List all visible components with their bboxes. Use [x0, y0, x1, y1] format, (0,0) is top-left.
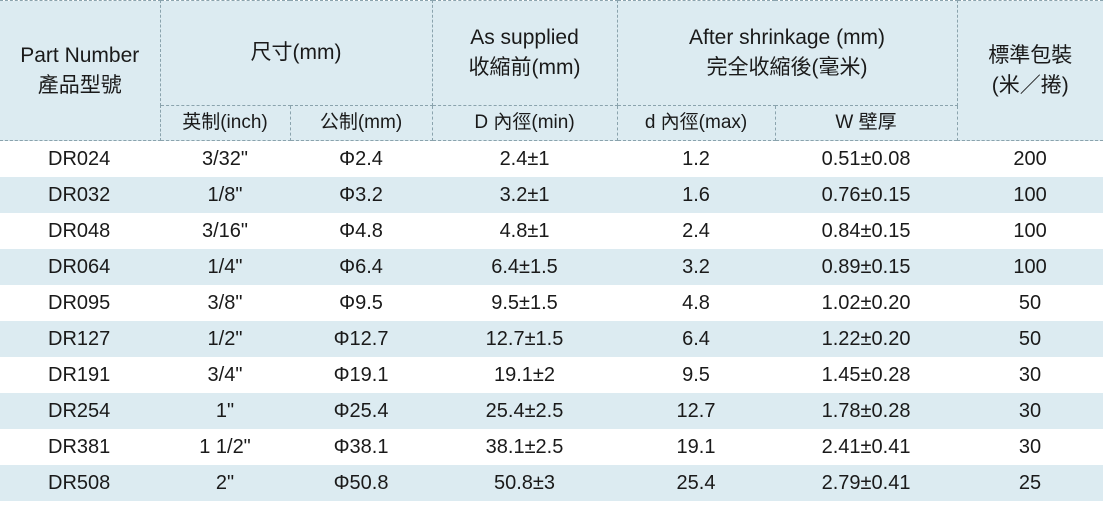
table-body: DR024 3/32" Φ2.4 2.4±1 1.2 0.51±0.08 200 DR032 1… [0, 141, 1103, 501]
wall-cell: 1.02±0.20 [821, 291, 911, 314]
part-number-cell: DR508 [0, 465, 160, 501]
metric-cell: Φ38.1 [333, 435, 389, 458]
metric-cell: Φ4.8 [339, 219, 383, 242]
inner-dia-max-cell: 6.4 [617, 321, 776, 357]
packing-cell: 200 [1013, 147, 1047, 170]
packing-cell: 100 [957, 249, 1103, 285]
part-number-cell: DR381 [48, 435, 111, 458]
table-row: DR032 1/8" Φ3.2 3.2±1 1.6 0.76±0.15 100 [0, 177, 1103, 213]
inch-cell: 3/4" [207, 363, 243, 386]
inner-dia-min-cell: 9.5±1.5 [491, 291, 558, 314]
header-wall: W 壁厚 [774, 105, 958, 141]
table-row: DR095 3/8" Φ9.5 9.5±1.5 4.8 1.02±0.20 50 [0, 285, 1103, 321]
inner-dia-min-cell: 2.4±1 [499, 147, 550, 170]
header-part-number: Part Number 產品型號 [0, 0, 161, 141]
inner-dia-max-cell: 25.4 [617, 465, 776, 501]
table-row: DR064 1/4" Φ6.4 6.4±1.5 3.2 0.89±0.15 100 [0, 249, 1103, 285]
metric-cell: Φ3.2 [290, 177, 433, 213]
metric-cell: Φ6.4 [290, 249, 433, 285]
inner-dia-max-cell: 3.2 [617, 249, 776, 285]
wall-cell: 0.76±0.15 [775, 177, 958, 213]
table-row: DR024 3/32" Φ2.4 2.4±1 1.2 0.51±0.08 200 [0, 141, 1103, 178]
wall-cell: 2.79±0.41 [775, 465, 958, 501]
inch-cell: 1" [160, 393, 290, 429]
part-number-cell: DR127 [0, 321, 160, 357]
inner-dia-min-cell: 25.4±2.5 [432, 393, 618, 429]
inner-dia-max-cell: 9.5 [682, 363, 710, 386]
packing-cell: 100 [1013, 219, 1047, 242]
wall-cell: 2.41±0.41 [821, 435, 911, 458]
part-number-cell: DR032 [0, 177, 160, 213]
metric-cell: Φ9.5 [339, 291, 383, 314]
metric-cell: Φ50.8 [290, 465, 433, 501]
metric-cell: Φ2.4 [339, 147, 383, 170]
table-row: DR254 1" Φ25.4 25.4±2.5 12.7 1.78±0.28 30 [0, 393, 1103, 429]
metric-cell: Φ25.4 [290, 393, 433, 429]
table-row: DR381 1 1/2" Φ38.1 38.1±2.5 19.1 2.41±0.41 30 [0, 429, 1103, 465]
header-size: 尺寸(mm) [159, 0, 433, 106]
inner-dia-max-cell: 12.7 [617, 393, 776, 429]
metric-cell: Φ19.1 [333, 363, 389, 386]
inner-dia-max-cell: 4.8 [682, 291, 710, 314]
inch-cell: 1/4" [160, 249, 290, 285]
inch-cell: 3/32" [201, 147, 249, 170]
table-row: DR191 3/4" Φ19.1 19.1±2 9.5 1.45±0.28 30 [0, 357, 1103, 393]
table-row: DR508 2" Φ50.8 50.8±3 25.4 2.79±0.41 25 [0, 465, 1103, 501]
inch-cell: 1/2" [160, 321, 290, 357]
packing-cell: 30 [957, 393, 1103, 429]
inch-cell: 1/8" [160, 177, 290, 213]
inner-dia-min-cell: 50.8±3 [432, 465, 618, 501]
packing-cell: 30 [1018, 435, 1042, 458]
table-header: Part Number 產品型號 尺寸(mm) As supplied 收縮前(… [0, 0, 1103, 141]
inner-dia-min-cell: 3.2±1 [432, 177, 618, 213]
inner-dia-min-cell: 6.4±1.5 [432, 249, 618, 285]
packing-cell: 25 [957, 465, 1103, 501]
wall-cell: 1.45±0.28 [821, 363, 911, 386]
part-number-cell: DR048 [48, 219, 111, 242]
table-row: DR127 1/2" Φ12.7 12.7±1.5 6.4 1.22±0.20 50 [0, 321, 1103, 357]
header-inner-dia-min: D 內徑(min) [431, 105, 618, 141]
table-row: DR048 3/16" Φ4.8 4.8±1 2.4 0.84±0.15 100 [0, 213, 1103, 249]
part-number-cell: DR254 [0, 393, 160, 429]
inner-dia-max-cell: 2.4 [682, 219, 710, 242]
packing-cell: 30 [1018, 363, 1042, 386]
wall-cell: 0.51±0.08 [821, 147, 911, 170]
header-metric: 公制(mm) [289, 105, 433, 141]
inch-cell: 2" [160, 465, 290, 501]
packing-cell: 50 [957, 321, 1103, 357]
inner-dia-min-cell: 19.1±2 [494, 363, 556, 386]
part-number-cell: DR024 [48, 147, 111, 170]
inner-dia-max-cell: 1.2 [682, 147, 710, 170]
packing-cell: 50 [1018, 291, 1042, 314]
wall-cell: 1.78±0.28 [775, 393, 958, 429]
header-after-shrinkage: After shrinkage (mm) 完全收縮後(毫米) [616, 0, 958, 106]
wall-cell: 0.84±0.15 [821, 219, 911, 242]
header-inch: 英制(inch) [159, 105, 291, 141]
header-inner-dia-max: d 內徑(max) [616, 105, 776, 141]
part-number-cell: DR095 [48, 291, 111, 314]
inner-dia-max-cell: 19.1 [676, 435, 716, 458]
inner-dia-min-cell: 4.8±1 [499, 219, 550, 242]
packing-cell: 100 [957, 177, 1103, 213]
wall-cell: 0.89±0.15 [775, 249, 958, 285]
spec-table: Part Number 產品型號 尺寸(mm) As supplied 收縮前(… [0, 0, 1103, 501]
inch-cell: 3/8" [207, 291, 243, 314]
wall-cell: 1.22±0.20 [775, 321, 958, 357]
inner-dia-max-cell: 1.6 [617, 177, 776, 213]
part-number-cell: DR064 [0, 249, 160, 285]
metric-cell: Φ12.7 [290, 321, 433, 357]
inner-dia-min-cell: 38.1±2.5 [485, 435, 564, 458]
inner-dia-min-cell: 12.7±1.5 [432, 321, 618, 357]
header-as-supplied: As supplied 收縮前(mm) [431, 0, 618, 106]
part-number-cell: DR191 [48, 363, 111, 386]
inch-cell: 3/16" [201, 219, 249, 242]
header-packing: 標準包裝 (米／捲) [956, 0, 1103, 141]
inch-cell: 1 1/2" [199, 435, 251, 458]
